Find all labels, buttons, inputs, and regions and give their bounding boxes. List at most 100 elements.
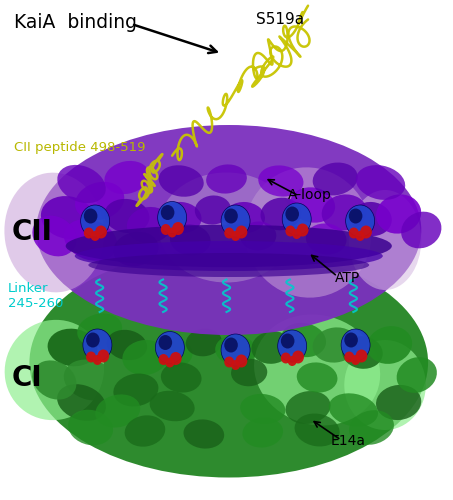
Ellipse shape bbox=[183, 420, 224, 448]
Ellipse shape bbox=[161, 202, 202, 233]
Ellipse shape bbox=[367, 326, 412, 364]
Circle shape bbox=[159, 335, 172, 350]
Circle shape bbox=[288, 356, 297, 366]
Circle shape bbox=[292, 350, 304, 364]
Circle shape bbox=[221, 205, 250, 237]
Ellipse shape bbox=[88, 253, 369, 277]
Ellipse shape bbox=[5, 172, 104, 292]
Circle shape bbox=[344, 352, 354, 362]
Ellipse shape bbox=[290, 188, 335, 222]
Ellipse shape bbox=[104, 199, 149, 233]
Circle shape bbox=[170, 352, 182, 365]
Circle shape bbox=[341, 329, 370, 361]
Circle shape bbox=[236, 354, 247, 368]
Ellipse shape bbox=[254, 314, 380, 426]
Circle shape bbox=[351, 355, 360, 365]
Ellipse shape bbox=[285, 391, 331, 424]
Ellipse shape bbox=[224, 202, 265, 233]
Circle shape bbox=[285, 206, 299, 222]
Ellipse shape bbox=[106, 330, 147, 360]
Circle shape bbox=[161, 224, 171, 235]
Ellipse shape bbox=[242, 418, 283, 448]
Ellipse shape bbox=[240, 222, 276, 250]
Ellipse shape bbox=[57, 384, 106, 421]
Circle shape bbox=[172, 222, 184, 235]
Circle shape bbox=[224, 338, 238, 352]
Text: ATP: ATP bbox=[335, 270, 361, 284]
Ellipse shape bbox=[66, 225, 392, 267]
Ellipse shape bbox=[197, 398, 238, 426]
Circle shape bbox=[97, 350, 109, 362]
Circle shape bbox=[224, 228, 234, 238]
Ellipse shape bbox=[344, 340, 426, 430]
Ellipse shape bbox=[260, 198, 301, 230]
Ellipse shape bbox=[32, 216, 77, 256]
Circle shape bbox=[349, 228, 359, 238]
Circle shape bbox=[346, 205, 375, 237]
Text: Linker
245-260: Linker 245-260 bbox=[8, 282, 63, 310]
Ellipse shape bbox=[186, 328, 222, 356]
Text: A-loop: A-loop bbox=[288, 188, 332, 202]
Circle shape bbox=[91, 231, 100, 241]
Circle shape bbox=[349, 208, 362, 224]
Text: CII peptide 498-519: CII peptide 498-519 bbox=[14, 141, 145, 154]
Circle shape bbox=[86, 332, 100, 347]
Ellipse shape bbox=[36, 125, 421, 335]
Ellipse shape bbox=[152, 338, 193, 368]
Ellipse shape bbox=[258, 166, 304, 196]
Ellipse shape bbox=[322, 194, 367, 230]
Ellipse shape bbox=[294, 414, 340, 446]
Ellipse shape bbox=[149, 390, 195, 422]
Circle shape bbox=[281, 334, 294, 348]
Ellipse shape bbox=[231, 358, 267, 386]
Circle shape bbox=[297, 224, 308, 236]
Text: E14a: E14a bbox=[331, 434, 366, 448]
Circle shape bbox=[231, 231, 240, 241]
Ellipse shape bbox=[113, 374, 159, 406]
Ellipse shape bbox=[329, 394, 378, 426]
Ellipse shape bbox=[349, 410, 394, 445]
Ellipse shape bbox=[401, 212, 441, 248]
Circle shape bbox=[224, 356, 234, 368]
Ellipse shape bbox=[297, 362, 337, 392]
Circle shape bbox=[221, 334, 250, 366]
Ellipse shape bbox=[113, 232, 159, 266]
Text: KaiA  binding: KaiA binding bbox=[14, 13, 137, 32]
Ellipse shape bbox=[41, 196, 95, 239]
Ellipse shape bbox=[376, 385, 421, 420]
Ellipse shape bbox=[313, 328, 358, 362]
Ellipse shape bbox=[159, 166, 204, 196]
Circle shape bbox=[81, 205, 110, 237]
Circle shape bbox=[84, 228, 94, 238]
Ellipse shape bbox=[64, 360, 117, 401]
Ellipse shape bbox=[104, 161, 149, 194]
Ellipse shape bbox=[240, 394, 285, 424]
Ellipse shape bbox=[251, 331, 292, 364]
Ellipse shape bbox=[29, 248, 428, 478]
Ellipse shape bbox=[32, 360, 77, 400]
Circle shape bbox=[155, 332, 184, 364]
Ellipse shape bbox=[75, 182, 124, 220]
Ellipse shape bbox=[161, 362, 202, 392]
Ellipse shape bbox=[77, 314, 122, 346]
Ellipse shape bbox=[195, 196, 231, 224]
Ellipse shape bbox=[127, 207, 172, 243]
Ellipse shape bbox=[5, 320, 104, 420]
Circle shape bbox=[356, 350, 367, 362]
Text: S519a: S519a bbox=[256, 12, 304, 26]
Circle shape bbox=[292, 229, 301, 239]
Ellipse shape bbox=[215, 335, 256, 365]
Circle shape bbox=[278, 330, 307, 362]
Circle shape bbox=[159, 354, 169, 365]
Ellipse shape bbox=[313, 162, 358, 196]
Circle shape bbox=[356, 231, 365, 241]
Circle shape bbox=[236, 226, 247, 238]
Ellipse shape bbox=[170, 224, 211, 256]
Circle shape bbox=[224, 208, 238, 224]
Ellipse shape bbox=[95, 394, 140, 428]
Circle shape bbox=[231, 360, 240, 370]
Ellipse shape bbox=[159, 172, 294, 282]
Ellipse shape bbox=[342, 336, 383, 369]
Ellipse shape bbox=[306, 224, 347, 254]
Ellipse shape bbox=[351, 202, 392, 236]
